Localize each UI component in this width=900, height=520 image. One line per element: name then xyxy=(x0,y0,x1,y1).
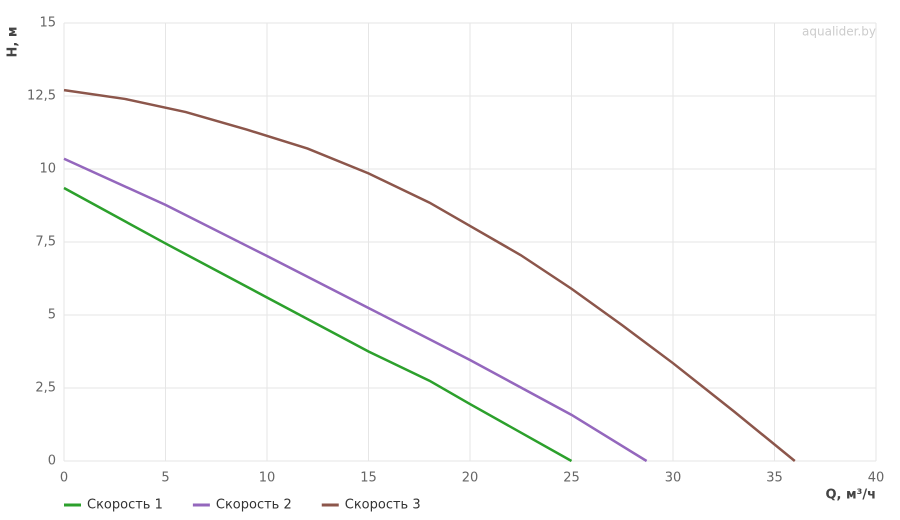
x-tick-label: 5 xyxy=(161,471,169,486)
x-tick-label: 10 xyxy=(259,471,276,486)
x-tick-label: 15 xyxy=(360,471,377,486)
x-tick-label: 25 xyxy=(563,471,580,486)
series-line xyxy=(63,88,796,462)
legend-label: Скорость 1 xyxy=(87,498,163,513)
y-tick-label: 2,5 xyxy=(35,381,56,396)
x-axis-label: Q, м³/ч xyxy=(825,488,876,503)
x-tick-label: 0 xyxy=(60,471,68,486)
y-tick-label: 5 xyxy=(48,308,56,323)
x-tick-label: 20 xyxy=(462,471,479,486)
watermark: aqualider.by xyxy=(802,25,876,39)
y-tick-label: 0 xyxy=(48,454,56,469)
legend-label: Скорость 3 xyxy=(345,498,421,513)
series-line xyxy=(63,186,573,463)
series-line xyxy=(63,157,648,463)
x-tick-label: 35 xyxy=(766,471,783,486)
x-tick-label: 30 xyxy=(665,471,682,486)
y-tick-label: 7,5 xyxy=(35,235,56,250)
legend-label: Скорость 2 xyxy=(216,498,292,513)
y-tick-label: 12,5 xyxy=(27,89,56,104)
y-tick-label: 10 xyxy=(39,162,56,177)
y-axis-label: H, м xyxy=(6,27,21,58)
y-tick-label: 15 xyxy=(39,16,56,31)
x-tick-label: 40 xyxy=(868,471,885,486)
